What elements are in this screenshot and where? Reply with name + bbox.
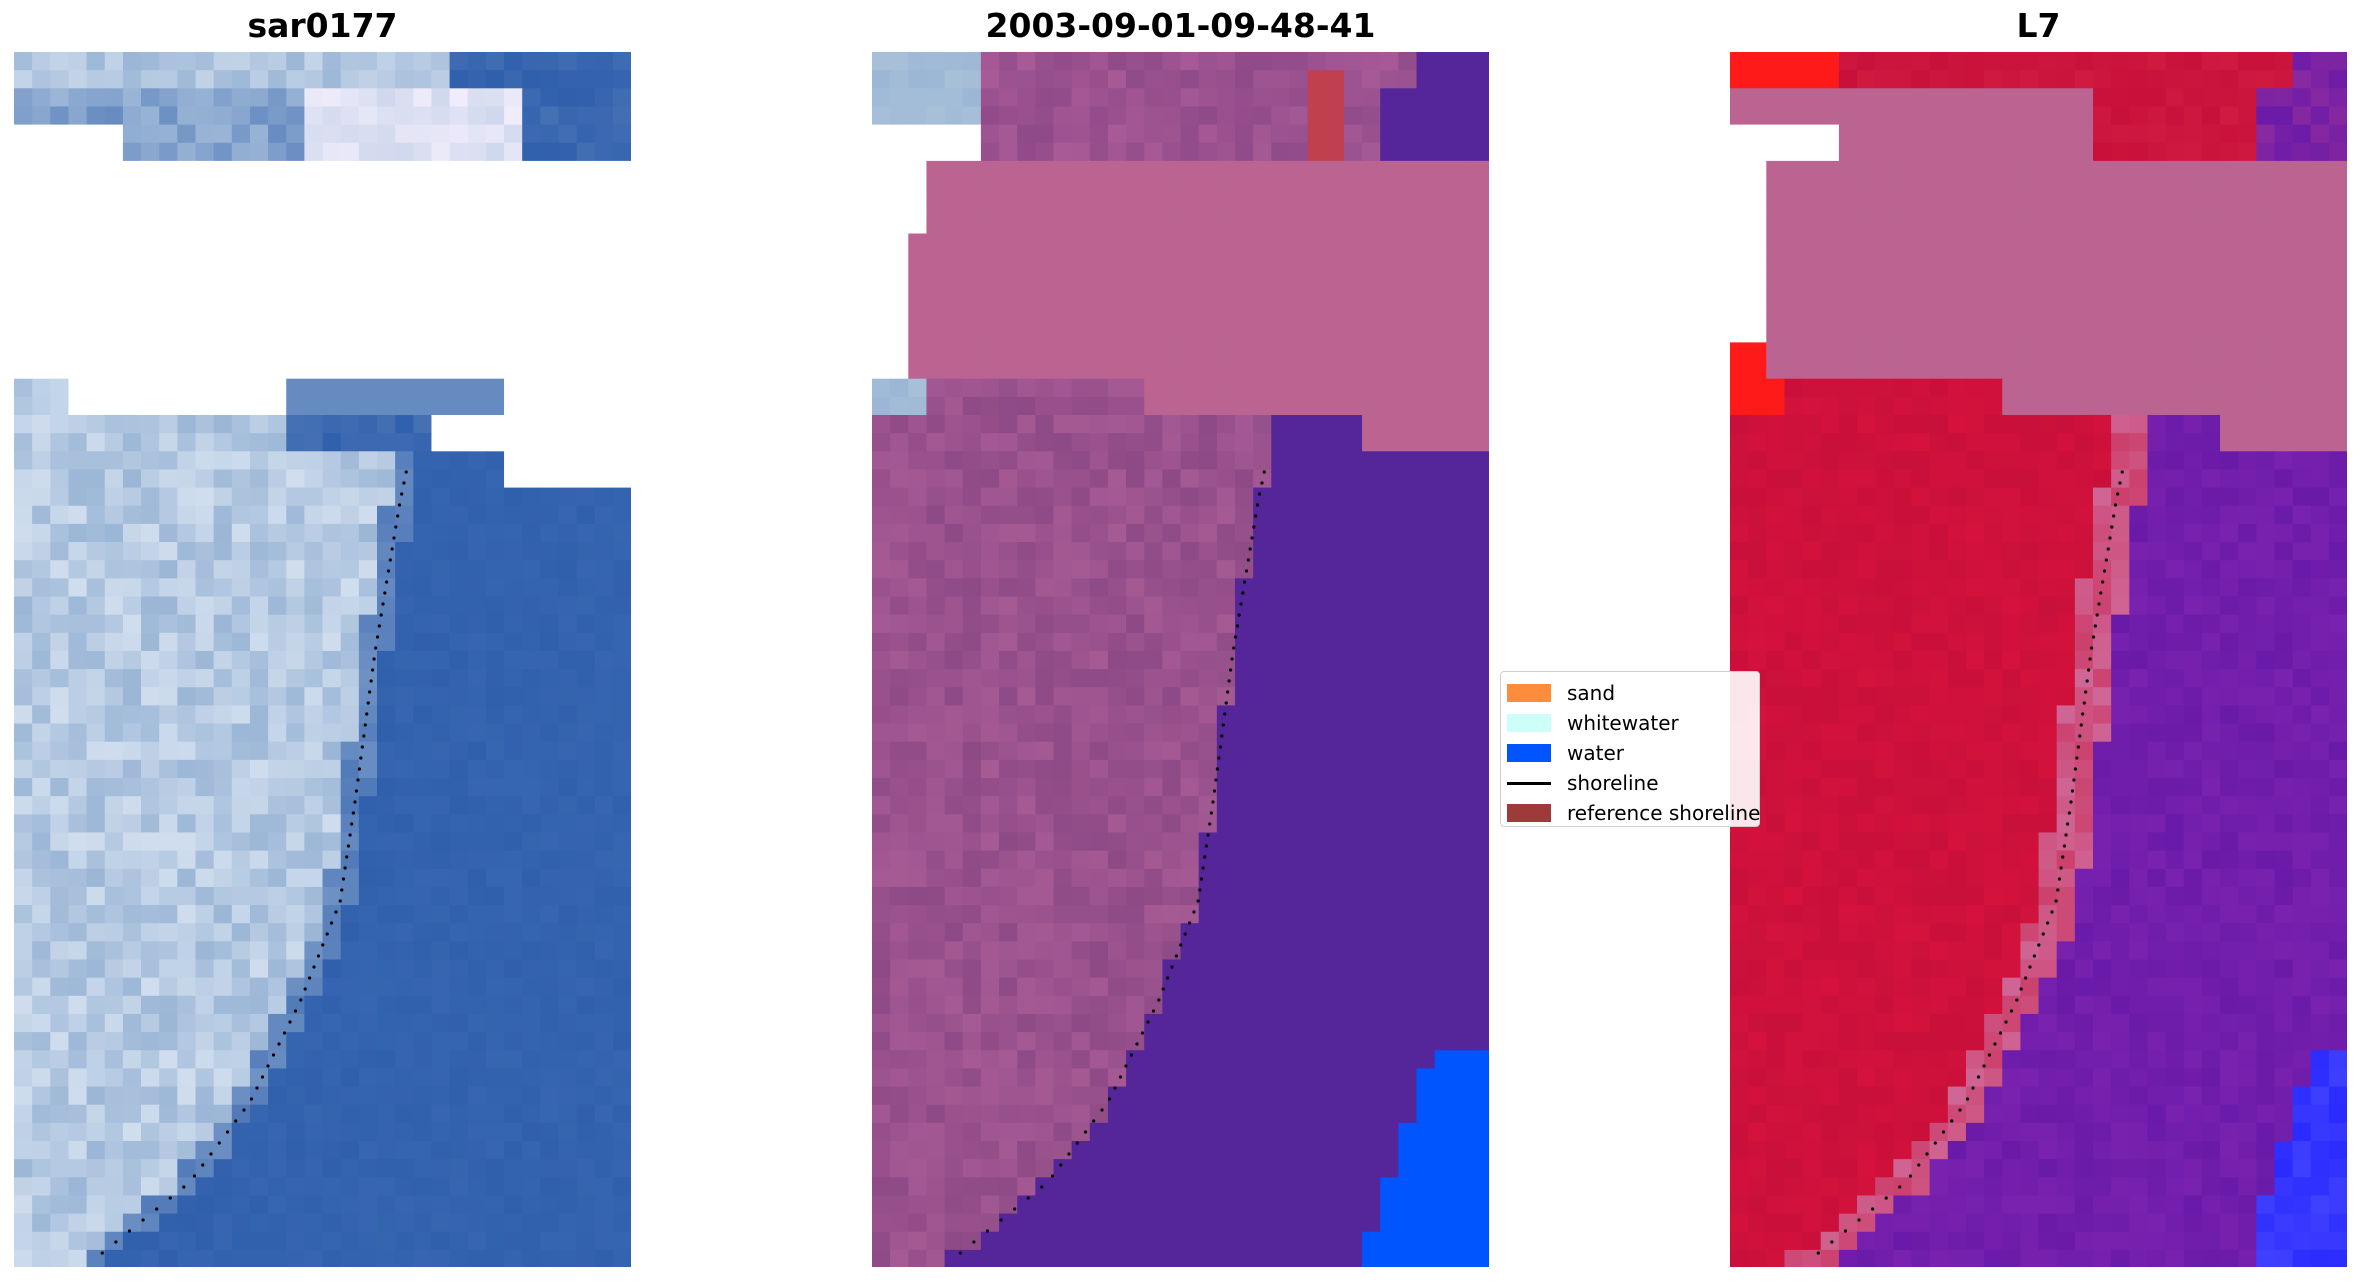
legend-label-water: water [1567, 741, 1624, 765]
legend-row-reference-shoreline: reference shoreline [1507, 798, 1761, 828]
legend-row-water: water [1507, 738, 1759, 768]
legend-label-shoreline: shoreline [1567, 771, 1659, 795]
legend-row-sand: sand [1507, 678, 1759, 708]
rgb-image-panel [14, 52, 631, 1267]
legend-swatch-water [1507, 744, 1551, 762]
legend-label-reference-shoreline: reference shoreline [1567, 801, 1761, 825]
rgb-image [14, 52, 631, 1267]
legend-row-whitewater: whitewater [1507, 708, 1759, 738]
shoreline-dots [100, 470, 408, 1255]
legend-label-whitewater: whitewater [1567, 711, 1679, 735]
panel-title-2: 2003-09-01-09-48-41 [985, 6, 1376, 45]
legend-label-sand: sand [1567, 681, 1616, 705]
panel-title-1: sar0177 [247, 6, 398, 45]
classified-image [872, 52, 1489, 1267]
index-image-panel [1730, 52, 2347, 1267]
legend-row-shoreline: shoreline [1507, 768, 1759, 798]
legend: sand whitewater water shoreline referenc… [1500, 671, 1760, 827]
pixel-grid [1730, 52, 2347, 1267]
panel-title-3: L7 [2016, 6, 2061, 45]
shoreline-dots [958, 470, 1266, 1255]
pixel-grid [14, 52, 631, 1267]
index-image [1730, 52, 2347, 1267]
legend-line-shoreline [1507, 781, 1551, 785]
legend-swatch-reference-shoreline [1507, 804, 1551, 822]
legend-swatch-sand [1507, 684, 1551, 702]
legend-swatch-whitewater [1507, 714, 1551, 732]
pixel-grid [872, 52, 1489, 1267]
classified-image-panel [872, 52, 1489, 1267]
shoreline-dots [1816, 470, 2124, 1255]
